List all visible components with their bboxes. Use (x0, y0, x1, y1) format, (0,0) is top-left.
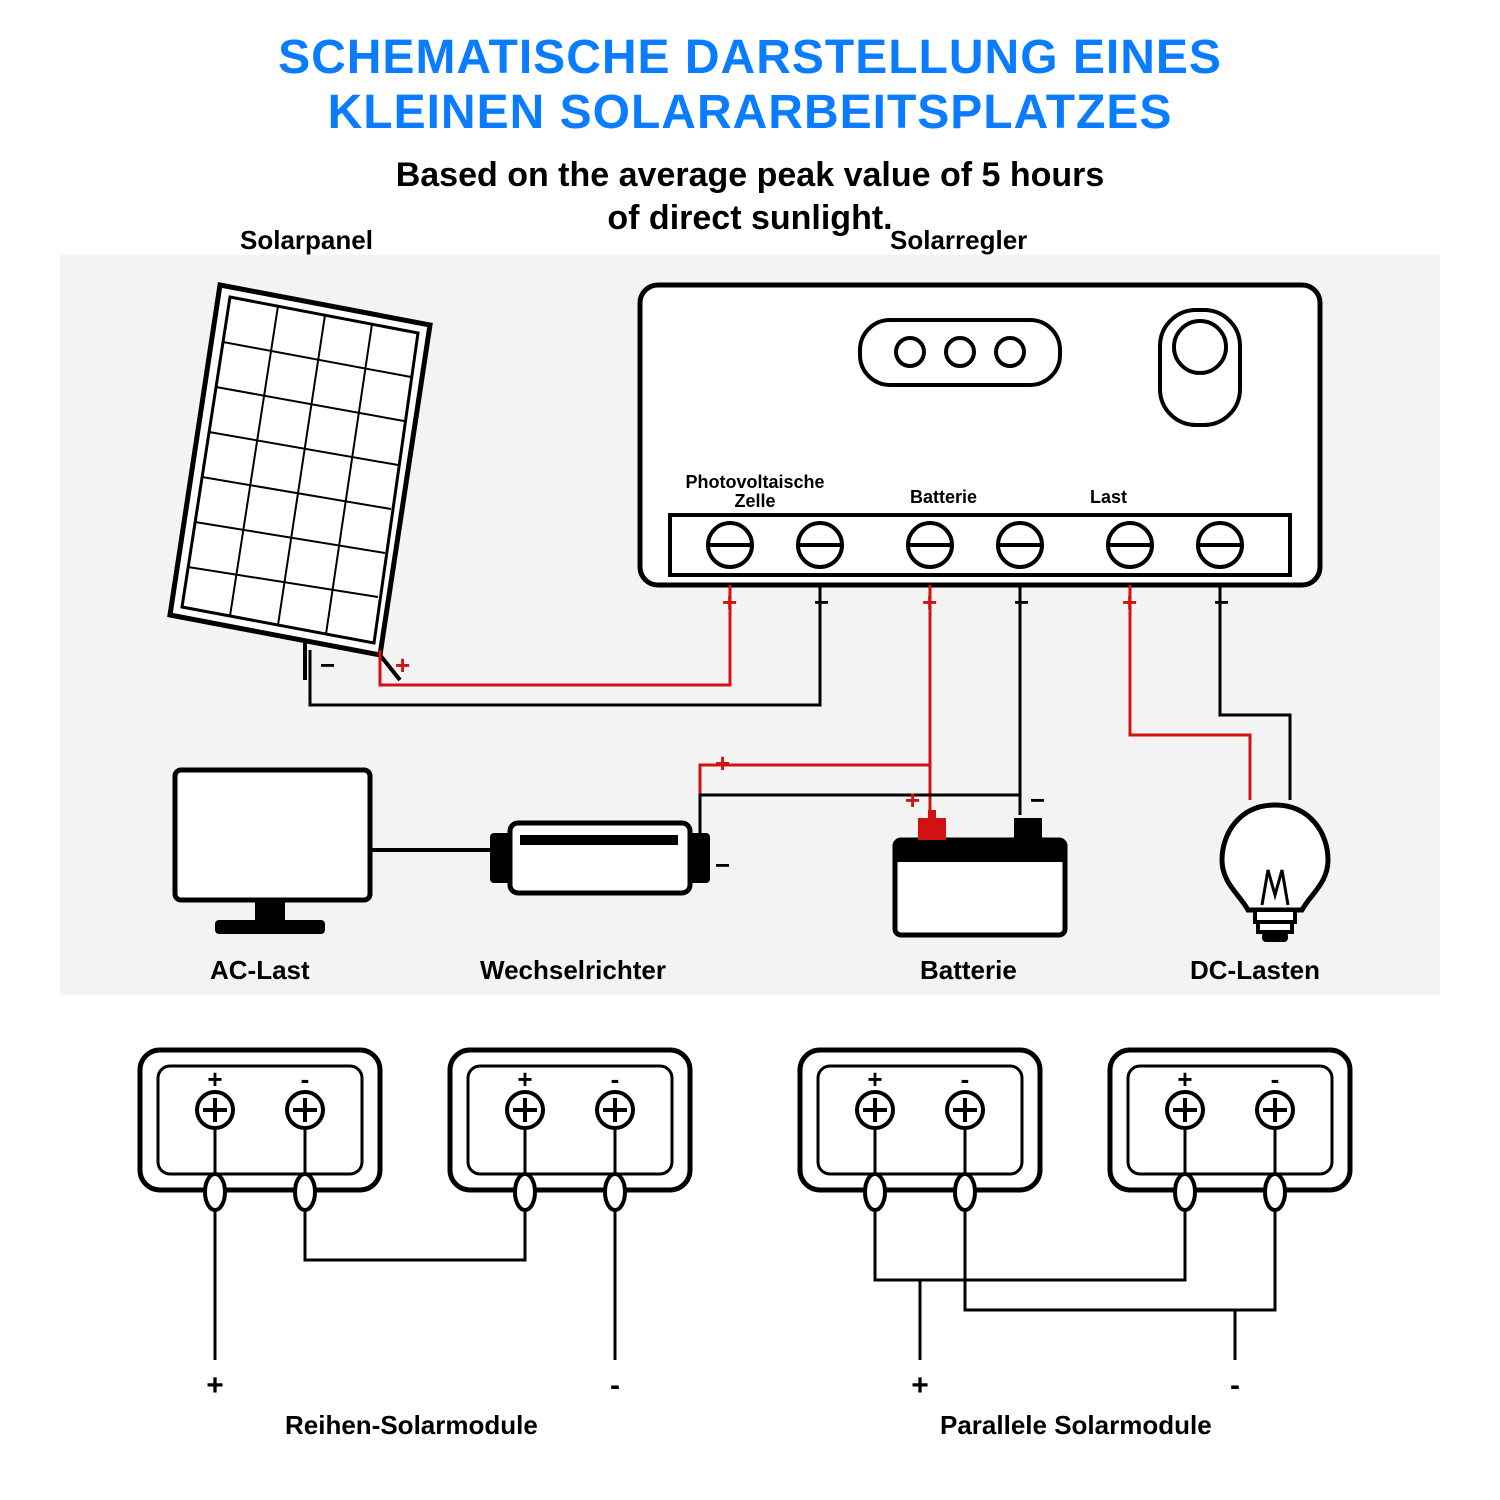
svg-text:+: + (867, 1064, 882, 1094)
subtitle-line-2: of direct sunlight. (607, 199, 892, 237)
svg-text:+: + (517, 1064, 532, 1094)
label-solarregler: Solarregler (890, 225, 1027, 256)
bulb-icon (1210, 795, 1340, 955)
svg-text:+: + (911, 1369, 929, 1402)
plus-inv: + (715, 748, 730, 779)
svg-text:-: - (1271, 1064, 1280, 1094)
label-batterie: Batterie (920, 955, 1017, 986)
subtitle-line-1: Based on the average peak value of 5 hou… (396, 156, 1105, 194)
svg-text:+: + (206, 1369, 224, 1402)
label-parallel: Parallele Solarmodule (940, 1410, 1212, 1441)
svg-text:+: + (1177, 1064, 1192, 1094)
label-ac-last: AC-Last (210, 955, 310, 986)
monitor-icon (160, 755, 390, 955)
page-title: SCHEMATISCHE DARSTELLUNG EINES KLEINEN S… (0, 0, 1500, 140)
svg-text:-: - (961, 1064, 970, 1094)
title-line-1: SCHEMATISCHE DARSTELLUNG EINES (278, 31, 1222, 84)
label-reihen: Reihen-Solarmodule (285, 1410, 538, 1441)
svg-text:-: - (301, 1064, 310, 1094)
label-dc-lasten: DC-Lasten (1190, 955, 1320, 986)
battery-icon (880, 810, 1080, 950)
label-solarpanel: Solarpanel (240, 225, 373, 256)
parallel-modules-diagram: + - + - + - (780, 1030, 1400, 1450)
page-subtitle: Based on the average peak value of 5 hou… (0, 154, 1500, 239)
svg-text:+: + (207, 1064, 222, 1094)
inverter-icon (480, 803, 720, 913)
title-line-2: KLEINEN SOLARARBEITSPLATZES (328, 86, 1173, 139)
svg-text:-: - (610, 1369, 620, 1402)
svg-text:-: - (611, 1064, 620, 1094)
label-wechselrichter: Wechselrichter (480, 955, 666, 986)
series-modules-diagram: + - + - + - (120, 1030, 740, 1450)
svg-text:-: - (1230, 1369, 1240, 1402)
schematic-diagram: Solarpanel Solarregler (60, 255, 1440, 995)
module-config-section: + - + - + - Reihen-Solarmodule (60, 1030, 1440, 1460)
